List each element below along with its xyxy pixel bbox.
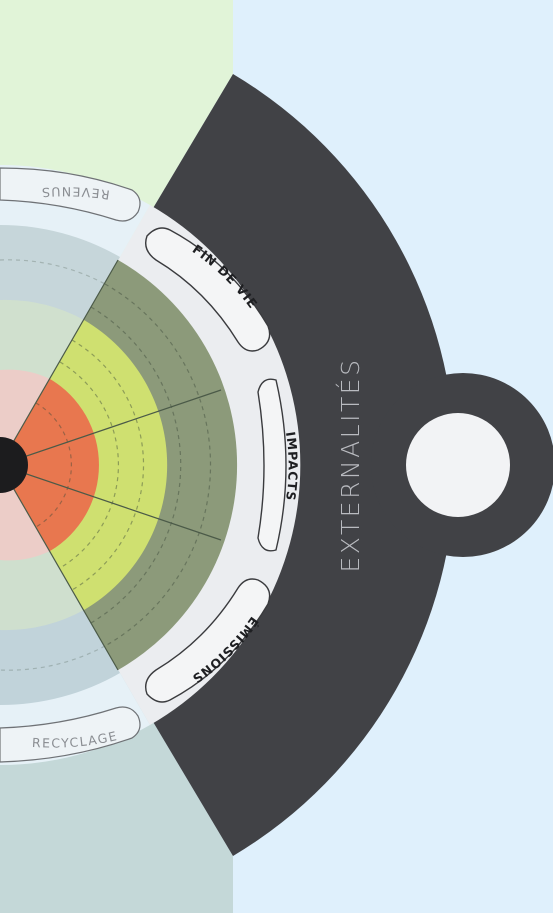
sector-dividers [0,259,222,671]
chip-impacts-label: IMPACTS [283,431,300,503]
chip-recyclage[interactable]: RECYCLAGE [0,706,141,763]
chip-revenus-label: REVENUS [40,184,109,202]
core-level [0,379,99,551]
svg-text:REVENUS: REVENUS [40,184,110,202]
rotate-knob[interactable] [406,413,510,517]
center-hub [0,437,28,493]
svg-text:IMPACTS: IMPACTS [283,431,301,503]
chip-revenus[interactable]: REVENUS [0,167,141,222]
ring-guides [0,259,212,671]
chip-impacts[interactable]: IMPACTS [257,378,301,552]
externalites-label: EXTERNALITÉS [336,358,365,573]
